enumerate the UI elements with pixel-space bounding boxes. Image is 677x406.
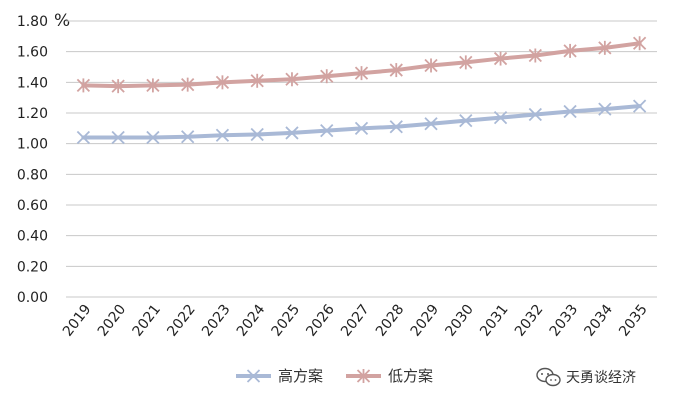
y-tick-label: 0.00 — [17, 290, 48, 306]
legend: 高方案 低方案 — [236, 367, 433, 385]
data-point — [181, 130, 195, 144]
series-lines — [81, 41, 642, 140]
data-point — [111, 130, 125, 145]
data-point — [528, 107, 542, 122]
data-point — [320, 123, 334, 138]
series-markers — [76, 36, 647, 145]
x-tick-label: 2020 — [95, 302, 130, 340]
y-tick-label: 0.60 — [17, 198, 48, 214]
x-axis-ticks: 2019 2020 2021 2022 2023 2024 2025 2026 2027 2028… — [60, 302, 651, 340]
data-point — [111, 79, 125, 94]
y-tick-label: 1.40 — [17, 75, 48, 91]
gridlines — [66, 20, 657, 298]
data-point — [320, 69, 334, 84]
data-point — [146, 130, 160, 145]
x-tick-label: 2032 — [512, 302, 547, 340]
data-point — [181, 77, 195, 92]
x-tick-label: 2031 — [477, 302, 512, 340]
data-point — [563, 43, 577, 58]
data-point — [493, 110, 508, 125]
data-point — [215, 75, 230, 90]
y-axis-ticks: 0.00 0.20 0.40 0.60 0.80 1.00 1.20 1.40 1.60 1.80 — [17, 14, 48, 306]
data-point — [76, 78, 91, 93]
y-tick-label: 1.60 — [17, 45, 48, 61]
y-tick-label: 0.40 — [17, 229, 48, 245]
y-tick-label: 1.80 — [17, 14, 48, 30]
wechat-icon — [536, 367, 561, 387]
x-tick-label: 2029 — [408, 302, 443, 340]
legend-marker — [246, 369, 261, 383]
x-tick-label: 2034 — [581, 302, 616, 340]
y-tick-label: 1.20 — [17, 106, 48, 122]
data-point — [528, 48, 542, 63]
legend-marker-high — [246, 369, 261, 383]
data-point — [250, 127, 264, 142]
data-point — [146, 78, 160, 93]
x-tick-label: 2033 — [547, 302, 582, 340]
x-tick-label: 2023 — [199, 302, 234, 340]
watermark-text: 天勇谈经济 — [566, 370, 636, 386]
legend-label-high: 高方案 — [278, 367, 323, 385]
data-point — [424, 117, 438, 131]
data-point — [76, 130, 91, 145]
x-tick-label: 2025 — [269, 302, 304, 340]
data-point — [563, 104, 577, 119]
data-point — [389, 120, 403, 134]
legend-marker-low — [356, 369, 371, 383]
unit-label: % — [54, 11, 70, 31]
x-tick-label: 2030 — [442, 302, 477, 340]
data-point — [354, 66, 369, 81]
y-tick-label: 0.80 — [17, 167, 48, 183]
legend-item-low: 低方案 — [346, 367, 433, 385]
data-point — [459, 55, 473, 70]
data-point — [250, 73, 264, 88]
data-point — [632, 99, 647, 113]
data-point — [354, 121, 369, 135]
data-point — [285, 126, 299, 140]
data-point — [598, 102, 612, 116]
watermark: 天勇谈经济 — [536, 367, 636, 387]
legend-marker — [356, 369, 371, 383]
x-tick-label: 2024 — [234, 302, 269, 340]
x-tick-label: 2021 — [130, 302, 165, 340]
x-tick-label: 2026 — [303, 302, 338, 340]
data-point — [285, 72, 299, 87]
x-tick-label: 2028 — [373, 302, 408, 340]
x-tick-label: 2019 — [60, 302, 95, 340]
y-tick-label: 1.00 — [17, 137, 48, 153]
data-point — [459, 114, 473, 128]
x-tick-label: 2022 — [164, 302, 199, 340]
data-point — [215, 128, 230, 142]
data-point — [389, 63, 403, 78]
data-point — [632, 36, 647, 51]
series-line-0 — [81, 104, 642, 140]
data-point — [493, 51, 508, 66]
legend-item-high: 高方案 — [236, 367, 323, 385]
data-point — [424, 58, 438, 73]
data-point — [598, 40, 612, 55]
legend-label-low: 低方案 — [388, 367, 433, 385]
x-tick-label: 2027 — [338, 302, 373, 340]
y-tick-label: 0.20 — [17, 259, 48, 275]
x-tick-label: 2035 — [616, 302, 651, 340]
